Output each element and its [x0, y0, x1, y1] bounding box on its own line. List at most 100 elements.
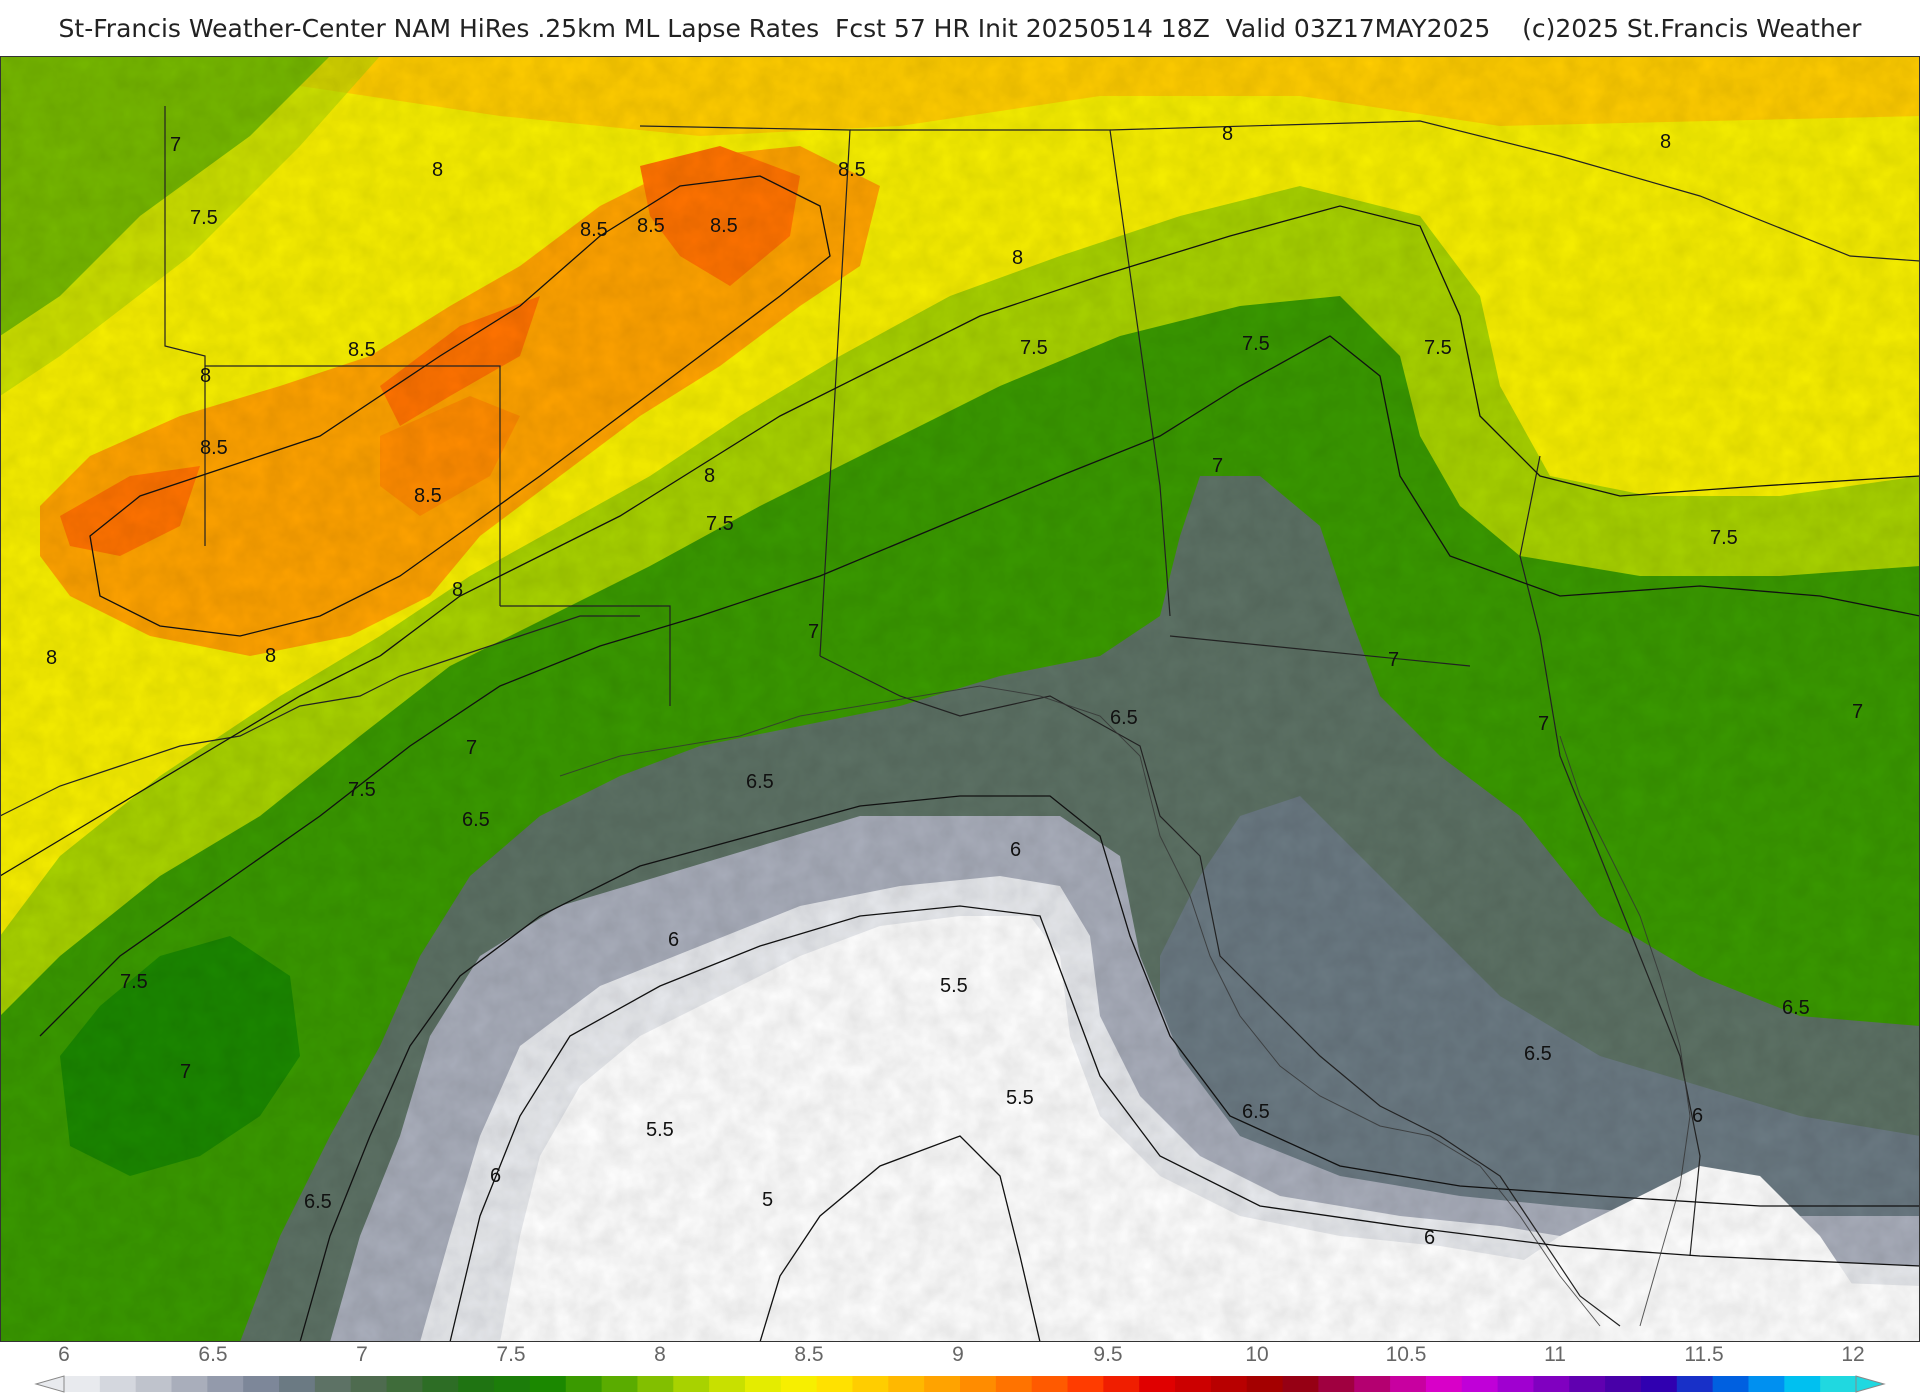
contour-label: 7 [1538, 713, 1549, 735]
lapse-rate-map: 7 7.5 8 8.5 8.5 8.5 8.5 8.5 8.5 8.5 8 8 … [0, 56, 1920, 1342]
contour-label: 7 [170, 134, 181, 156]
contour-label: 8 [704, 465, 715, 487]
colorbar-cell [458, 1376, 495, 1392]
colorbar-cell [1067, 1376, 1104, 1392]
colorbar-cell [1497, 1376, 1534, 1392]
contour-label: 8.5 [200, 437, 228, 459]
contour-label: 6.5 [1782, 997, 1810, 1019]
contour-label: 8.5 [637, 215, 665, 237]
contour-label: 6.5 [304, 1191, 332, 1213]
colorbar-cell [314, 1376, 352, 1392]
colorbar-cell [1640, 1376, 1678, 1392]
contour-label: 7 [466, 737, 477, 759]
contour-label: 7 [1852, 701, 1863, 723]
contour-label: 6.5 [1242, 1101, 1270, 1123]
contour-label: 8 [1222, 123, 1233, 145]
colorbar-tick: 11.5 [1684, 1343, 1724, 1366]
colorbar-cell [1390, 1376, 1427, 1392]
contour-label: 5.5 [940, 975, 968, 997]
colorbar-cell [279, 1376, 316, 1392]
contour-label: 8 [265, 645, 276, 667]
colorbar-cell [780, 1376, 818, 1392]
contour-label: 8.5 [580, 219, 608, 241]
contour-label: 5.5 [646, 1119, 674, 1141]
colorbar-gradient [34, 1375, 1886, 1393]
colorbar-cell [1712, 1376, 1749, 1392]
colorbar-cell [1282, 1376, 1319, 1392]
contour-label: 7.5 [120, 971, 148, 993]
colorbar-cell [1820, 1376, 1857, 1392]
contour-label: 6.5 [462, 809, 490, 831]
contour-label: 7.5 [1424, 337, 1452, 359]
state-borders [0, 106, 1920, 1327]
contour-label: 8 [1660, 131, 1671, 153]
contour-label-group: 7 7.5 8 8.5 8.5 8.5 8.5 8.5 8.5 8.5 8 8 … [46, 123, 1863, 1249]
colorbar-tick: 9 [952, 1343, 964, 1366]
colorbar-cell [171, 1376, 208, 1392]
colorbar-cell [816, 1376, 853, 1392]
texture-overlay [0, 56, 1920, 1342]
contour-label: 8.5 [414, 485, 442, 507]
weather-map: 7 7.5 8 8.5 8.5 8.5 8.5 8.5 8.5 8.5 8 8 … [0, 56, 1920, 1342]
colorbar-cell [207, 1376, 244, 1392]
colorbar-cell [852, 1376, 889, 1392]
colorbar-tick: 6.5 [198, 1343, 228, 1366]
colorbar-cell [888, 1376, 925, 1392]
colorbar-cell [565, 1376, 603, 1392]
coastline [559, 685, 1691, 1327]
colorbar-cell [1031, 1376, 1069, 1392]
contour-lines [0, 175, 1920, 1342]
colorbar-cell [350, 1376, 388, 1392]
contour-label: 8 [200, 365, 211, 387]
colorbar-cells [64, 1376, 1857, 1392]
colorbar-cell [995, 1376, 1033, 1392]
contour-label: 8.5 [348, 339, 376, 361]
colorbar-cell [135, 1376, 173, 1392]
contour-label: 6.5 [1524, 1043, 1552, 1065]
colorbar-cell [1210, 1376, 1248, 1392]
colorbar-tick-labels: 6 6.5 7 7.5 8 8.5 9 9.5 10 10.5 11 11.5 … [0, 1342, 1920, 1372]
colorbar-cell [1533, 1376, 1570, 1392]
colorbar-cell [1748, 1376, 1785, 1392]
colorbar-cell [1425, 1376, 1463, 1392]
contour-label: 8.5 [710, 215, 738, 237]
colorbar-cell [64, 1376, 101, 1392]
colorbar-tick: 10.5 [1385, 1343, 1427, 1366]
colorbar-cell [386, 1376, 423, 1392]
colorbar-tick: 9.5 [1093, 1343, 1123, 1366]
contour-label: 7.5 [1710, 527, 1738, 549]
contour-label: 7 [180, 1061, 191, 1083]
contour-label: 7 [1212, 455, 1223, 477]
colorbar-tick: 7 [356, 1343, 368, 1366]
contour-label: 7.5 [706, 513, 734, 535]
colorbar-cell [99, 1376, 137, 1392]
colorbar-tick: 10 [1245, 1343, 1269, 1366]
colorbar-cell [1103, 1376, 1140, 1392]
contour-label: 8 [452, 579, 463, 601]
colorbar-cell [1354, 1376, 1391, 1392]
colorbar-cell [1139, 1376, 1176, 1392]
contour-label: 6.5 [746, 771, 774, 793]
contour-label: 8.5 [838, 159, 866, 181]
colorbar-tick: 6 [58, 1343, 70, 1366]
contour-label: 7 [1388, 649, 1399, 671]
colorbar-cell [422, 1376, 459, 1392]
colorbar-cell [924, 1376, 961, 1392]
colorbar-tick: 8.5 [794, 1343, 824, 1366]
contour-label: 5.5 [1006, 1087, 1034, 1109]
contour-label: 7 [808, 621, 819, 643]
colorbar-tick: 8 [654, 1343, 666, 1366]
colorbar-cell [960, 1376, 997, 1392]
contour-label: 7.5 [348, 779, 376, 801]
map-title: St-Francis Weather-Center NAM HiRes .25k… [58, 13, 1862, 43]
contour-label: 6 [1010, 839, 1021, 861]
colorbar-cell [709, 1376, 746, 1392]
colorbar-cell [744, 1376, 782, 1392]
colorbar-cell [1318, 1376, 1355, 1392]
contour-label: 6 [1692, 1105, 1703, 1127]
colorbar-cell [243, 1376, 280, 1392]
colorbar-cell [529, 1376, 567, 1392]
contour-label: 6 [1424, 1227, 1435, 1249]
contour-label: 6 [490, 1165, 501, 1187]
colorbar-cell [1784, 1376, 1821, 1392]
